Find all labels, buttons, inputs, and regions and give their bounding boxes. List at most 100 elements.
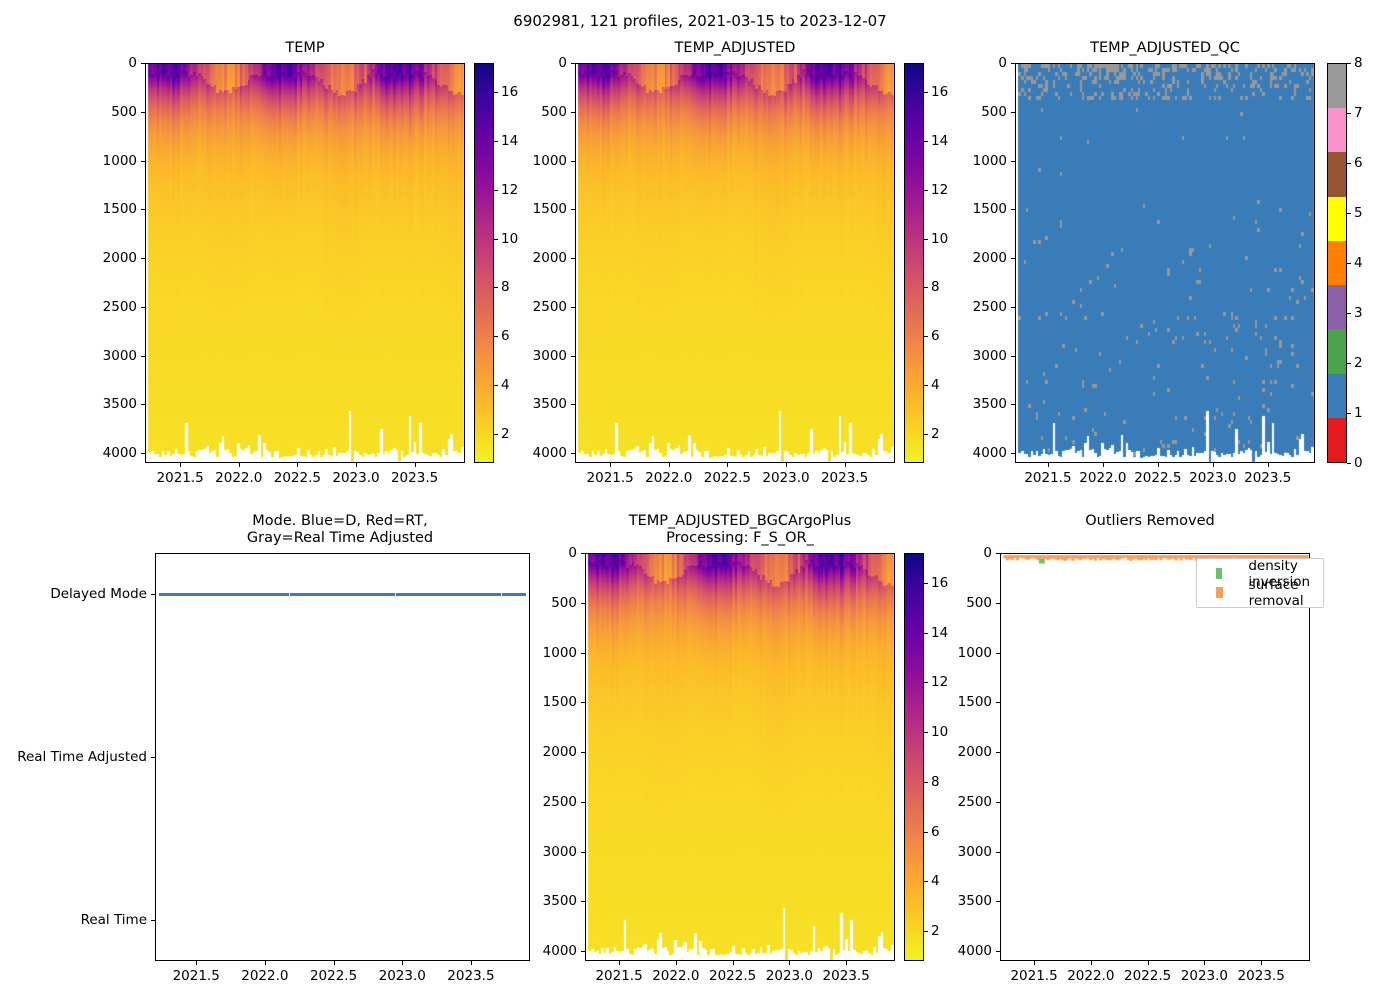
cbtick-cb2-7 <box>1347 113 1351 114</box>
xtick-ax4-0 <box>619 961 621 965</box>
yticklabel-ax1-7: 3500 <box>532 396 567 413</box>
xticklabel-ax4-3: 2023.0 <box>765 968 814 984</box>
xticklabel-ax0-0: 2021.5 <box>156 470 204 486</box>
temp-adjusted-heatmap[interactable] <box>575 63 895 463</box>
yticklabel-ax4-2: 1000 <box>542 644 577 661</box>
panel-outliers-title: Outliers Removed <box>1085 513 1215 529</box>
cbtick-cb2-5 <box>1347 213 1351 214</box>
xtick-ax4-2 <box>732 961 734 965</box>
cbtick-cb2-2 <box>1347 363 1351 364</box>
xticklabel-ax0-4: 2023.5 <box>390 470 439 486</box>
outliers-legend: density inversion surface removal <box>1196 558 1324 609</box>
cbtick-cb2-8 <box>1347 63 1351 64</box>
mode-marker <box>462 592 466 597</box>
mode-marker <box>365 592 369 597</box>
xtick-ax2-4 <box>1267 463 1269 467</box>
mode-marker <box>289 592 293 597</box>
cbticklabel-cb4-2: 6 <box>931 823 940 840</box>
cbtick-cb2-3 <box>1347 313 1351 314</box>
yticklabel-ax4-5: 2500 <box>542 793 577 810</box>
ytick-ax1-8 <box>571 453 575 455</box>
yticklabel-ax0-7: 3500 <box>102 396 137 413</box>
qc-colorbar-segment-4 <box>1328 240 1346 286</box>
xtick-ax2-0 <box>1047 463 1049 467</box>
mode-marker <box>274 592 278 597</box>
mode-marker <box>283 592 287 597</box>
mode-marker <box>437 592 441 597</box>
mode-marker <box>325 592 329 597</box>
xtick-ax0-2 <box>297 463 299 467</box>
yticklabel-ax2-5: 2500 <box>972 298 1007 315</box>
mode-marker <box>347 592 351 597</box>
qc-heatmap[interactable] <box>1015 63 1315 463</box>
bgcargoplus-colorbar[interactable] <box>904 553 924 961</box>
xticklabel-ax2-3: 2023.0 <box>1189 470 1237 486</box>
ytick-ax1-5 <box>571 306 575 308</box>
mode-marker <box>350 592 354 597</box>
cbtick-cb0-6 <box>494 141 498 143</box>
mode-segment-solid <box>160 592 270 597</box>
cbticklabel-cb0-0: 2 <box>501 425 510 442</box>
outliers-plot[interactable] <box>1000 553 1310 961</box>
cbticklabel-cb1-4: 10 <box>931 230 949 247</box>
ytick-ax1-4 <box>571 258 575 260</box>
ytick-ax5-5 <box>996 801 1000 803</box>
ytick-ax4-2 <box>581 652 585 654</box>
cbtick-cb2-6 <box>1347 163 1351 164</box>
xticklabel-ax3-1: 2022.0 <box>241 968 289 984</box>
yticklabel-ax2-3: 1500 <box>972 201 1007 218</box>
qc-colorbar[interactable] <box>1327 63 1347 463</box>
mode-marker <box>295 592 299 597</box>
yticklabel-ax3-2: Real Time <box>80 912 147 929</box>
xticklabel-ax4-0: 2021.5 <box>595 968 643 984</box>
ytick-ax5-7 <box>996 901 1000 903</box>
mode-marker <box>371 592 375 597</box>
mode-plot[interactable] <box>155 553 530 961</box>
yticklabel-ax4-7: 3500 <box>542 893 577 910</box>
cbticklabel-cb2-6: 6 <box>1354 155 1363 171</box>
yticklabel-ax4-4: 2000 <box>542 744 577 761</box>
xtick-ax3-2 <box>333 961 335 965</box>
cbtick-cb1-2 <box>924 336 928 338</box>
mode-marker <box>477 592 481 597</box>
yticklabel-ax1-5: 2500 <box>532 298 567 315</box>
ytick-ax2-2 <box>1011 160 1015 162</box>
xtick-ax5-3 <box>1204 961 1206 965</box>
bgcargoplus-heatmap[interactable] <box>585 553 895 961</box>
xtick-ax0-4 <box>414 463 416 467</box>
xticklabel-ax0-1: 2022.0 <box>215 470 263 486</box>
ytick-ax5-2 <box>996 652 1000 654</box>
mode-marker <box>322 592 326 597</box>
mode-marker <box>416 592 420 597</box>
panel-temp-adjusted-title: TEMP_ADJUSTED <box>674 40 796 56</box>
temp-colorbar[interactable] <box>474 63 494 463</box>
xtick-ax1-4 <box>844 463 846 467</box>
cbticklabel-cb2-7: 7 <box>1354 105 1363 121</box>
ytick-ax4-3 <box>581 702 585 704</box>
mode-marker <box>401 592 405 597</box>
mode-marker <box>483 592 487 597</box>
yticklabel-ax4-0: 0 <box>568 545 577 561</box>
mode-marker <box>425 592 429 597</box>
ytick-ax4-5 <box>581 801 585 803</box>
xtick-ax1-2 <box>727 463 729 467</box>
mode-marker <box>522 592 526 597</box>
mode-marker <box>504 592 508 597</box>
mode-marker <box>319 592 323 597</box>
ytick-ax5-3 <box>996 702 1000 704</box>
temp-heatmap[interactable] <box>145 63 465 463</box>
yticklabel-ax1-4: 2000 <box>532 250 567 267</box>
mode-marker <box>316 592 320 597</box>
mode-marker <box>383 592 387 597</box>
xtick-ax3-0 <box>196 961 198 965</box>
mode-marker <box>392 592 396 597</box>
cbticklabel-cb4-5: 12 <box>931 674 949 691</box>
yticklabel-ax0-2: 1000 <box>102 152 137 169</box>
mode-marker <box>516 592 520 597</box>
mode-marker <box>480 592 484 597</box>
cbtick-cb0-1 <box>494 384 498 386</box>
cbtick-cb1-1 <box>924 384 928 386</box>
mode-marker <box>513 592 517 597</box>
yticklabel-ax5-2: 1000 <box>957 644 992 661</box>
temp-adjusted-colorbar[interactable] <box>904 63 924 463</box>
